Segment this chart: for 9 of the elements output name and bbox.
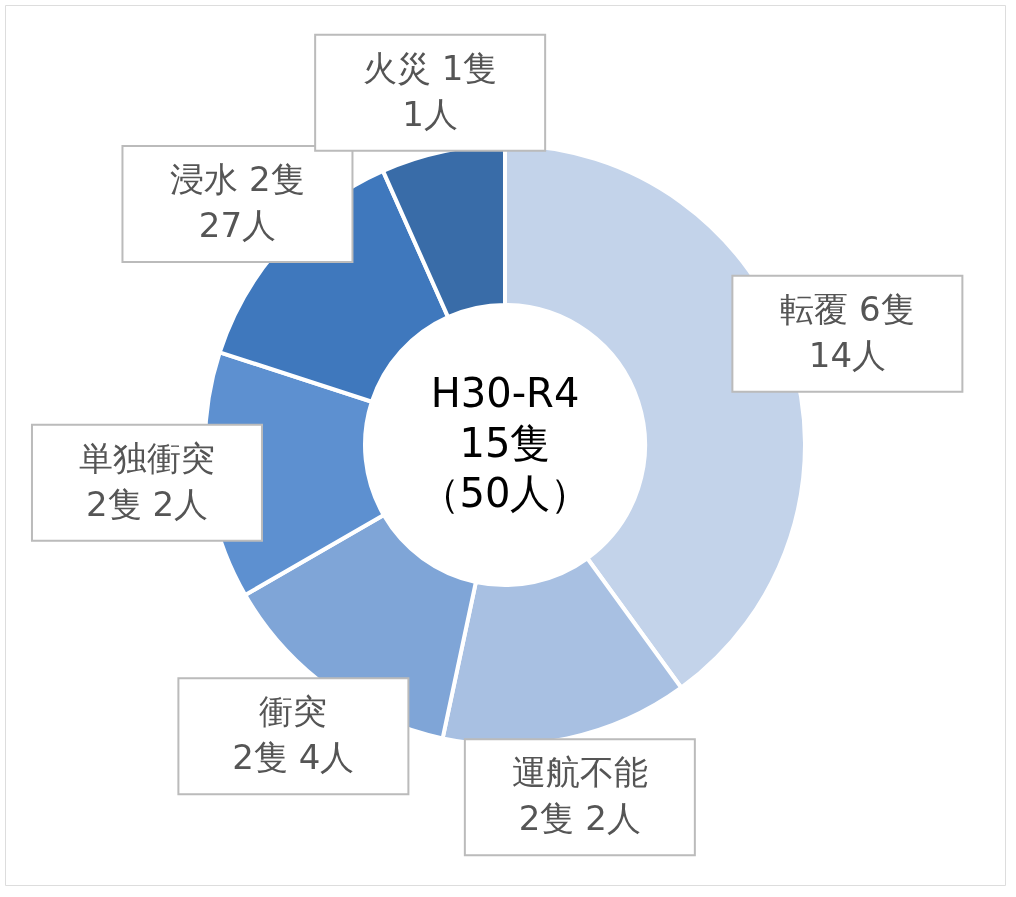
slice-label: 単独衝突 2隻 2人: [78, 437, 215, 524]
slice-label: 浸水 2隻 27人: [170, 159, 305, 246]
text: （50人）: [419, 470, 591, 516]
text: H30-R4: [430, 370, 580, 416]
slice-label: 火災 1隻 1人: [362, 47, 498, 134]
slice-label: 転覆 6隻 14人: [780, 288, 915, 375]
slice-label: 衝突 2隻 4人: [232, 691, 355, 778]
slice-label: 運航不能 2隻 2人: [511, 752, 648, 839]
text: 15隻: [459, 420, 551, 466]
